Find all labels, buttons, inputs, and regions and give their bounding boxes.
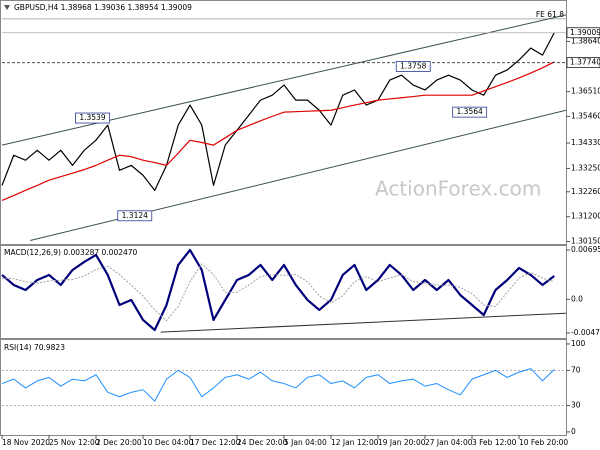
price-box (566, 57, 600, 69)
y-tick-label: 1.32260 (571, 187, 600, 196)
x-tick-label: 12 Jan 12:00 (331, 438, 379, 447)
y-tick-label: 70 (571, 365, 581, 374)
main-panel (0, 0, 567, 245)
y-tick-label: 0.006956 (571, 245, 600, 254)
x-tick-label: 25 Nov 12:00 (49, 438, 100, 447)
x-tick-label: 10 Dec 04:00 (143, 438, 194, 447)
x-tick-label: 27 Jan 04:00 (425, 438, 473, 447)
annotation-label: 1.3758 (400, 61, 426, 70)
x-tick-label: 5 Jan 04:00 (284, 438, 327, 447)
x-tick-label: 17 Dec 12:00 (190, 438, 241, 447)
y-tick-label: 1.35460 (571, 111, 600, 120)
price-box (566, 27, 600, 39)
series-line (1, 61, 555, 202)
annotation-label: 1.3124 (122, 211, 148, 220)
y-tick-label: 1.31200 (571, 212, 600, 221)
annotation-box (395, 61, 431, 72)
series-line (1, 263, 555, 322)
y-tick-label: -0.004736 (571, 328, 600, 337)
macd-panel (0, 245, 567, 339)
symbol-icon (4, 5, 10, 10)
series-line (1, 248, 555, 332)
series-line (1, 32, 555, 191)
panel-title: RSI(14) 70.9823 (4, 343, 65, 352)
y-tick-label: 1.33250 (571, 163, 600, 172)
annotation-box (452, 106, 488, 118)
y-tick-label: 1.34330 (571, 138, 600, 147)
y-tick-label: 0.0 (571, 294, 583, 303)
x-tick-label: 10 Feb 20:00 (519, 438, 568, 447)
series-line (1, 368, 555, 402)
trendline (160, 312, 567, 333)
y-tick-label: 1.36510 (571, 87, 600, 96)
y-tick-label: 100 (571, 339, 586, 348)
y-tick-label: 30 (571, 401, 581, 410)
annotation-label: 1.3539 (79, 113, 105, 122)
x-tick-label: 18 Nov 2020 (2, 438, 50, 447)
annotation-box (117, 210, 153, 222)
marked-level-label: 1.37740 (570, 58, 600, 67)
x-tick-label: 2 Dec 20:00 (96, 438, 142, 447)
annotation-box (75, 112, 110, 124)
trendline (30, 109, 567, 242)
watermark: ActionForex.com (375, 177, 541, 201)
current-price-label: 1.39009 (570, 28, 600, 37)
y-tick-label: 0 (571, 427, 576, 436)
trendline (1, 14, 567, 146)
rsi-panel (0, 339, 567, 436)
annotation-label: 1.3564 (457, 107, 483, 116)
y-tick-label: 1.30150 (571, 236, 600, 245)
level-label: FE 61.8 (536, 10, 564, 19)
x-tick-label: 3 Feb 12:00 (472, 438, 517, 447)
x-tick-label: 24 Dec 20:00 (237, 438, 288, 447)
x-tick-label: 19 Jan 20:00 (378, 438, 426, 447)
y-tick-label: 1.38640 (571, 36, 600, 45)
panel-title: MACD(12,26,9) 0.003287 0.002470 (4, 248, 138, 257)
panel-title: GBPUSD,H4 1.38968 1.39036 1.38954 1.3900… (14, 3, 192, 12)
